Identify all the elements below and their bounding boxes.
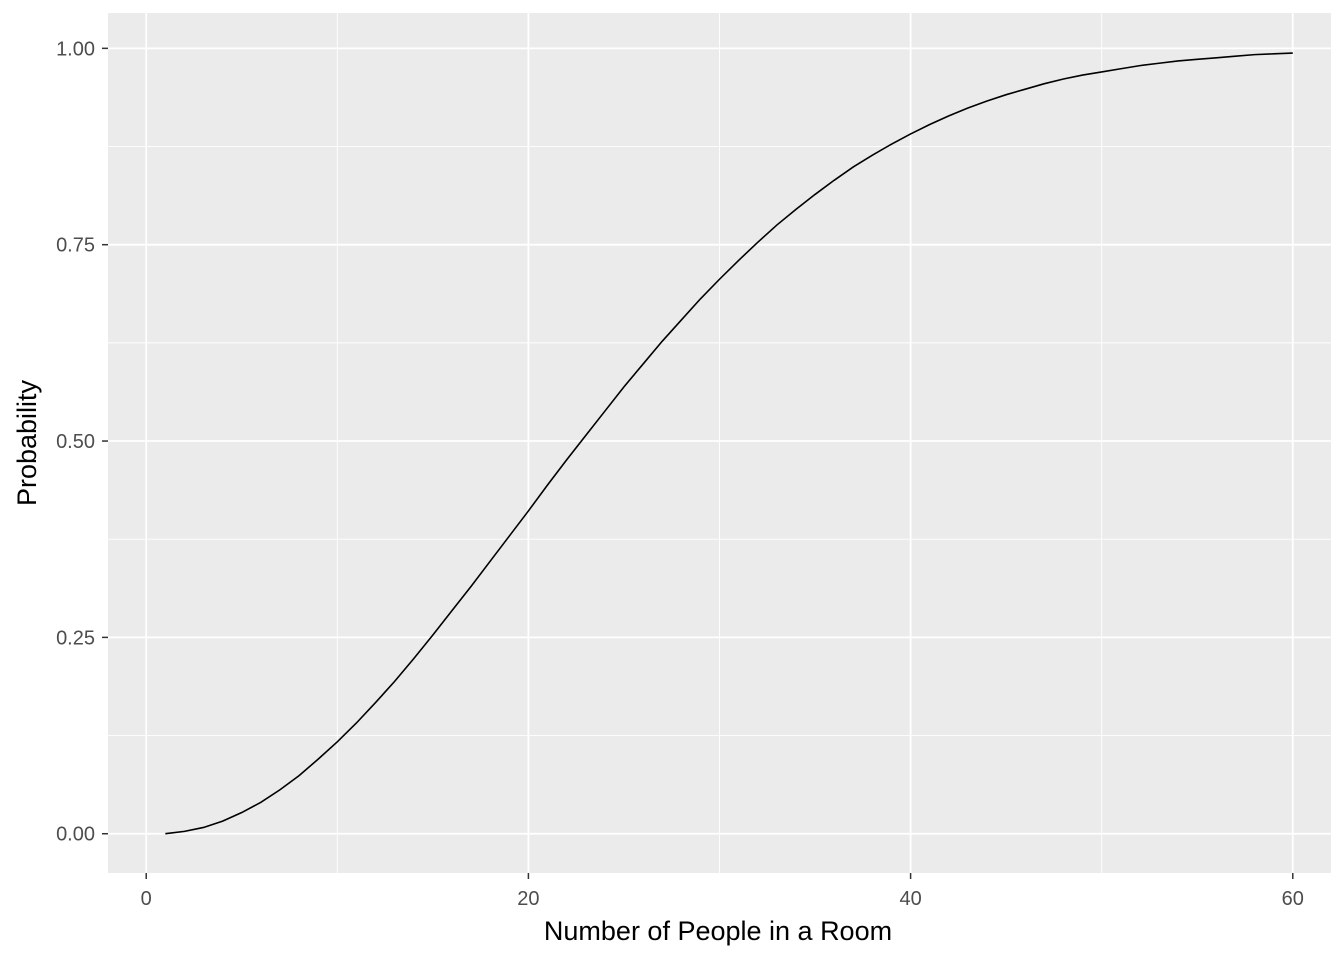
y-tick-label: 1.00: [56, 38, 95, 60]
x-tick-label: 20: [517, 888, 539, 910]
y-tick-label: 0.25: [56, 627, 95, 649]
major-grid: [108, 13, 1331, 873]
y-axis-title: Probability: [12, 379, 42, 506]
y-axis-ticks: [102, 47, 108, 835]
x-tick-label: 40: [899, 888, 921, 910]
x-axis-ticks: [145, 873, 1294, 879]
y-tick-label: 0.00: [56, 824, 95, 846]
y-axis-tick-labels: 0.00 0.25 0.50 0.75 1.00: [56, 38, 95, 845]
x-tick-label: 0: [141, 888, 152, 910]
probability-line: [165, 52, 1293, 835]
x-tick-label: 60: [1282, 888, 1304, 910]
x-axis-title: Number of People in a Room: [544, 916, 892, 946]
minor-grid: [108, 13, 1331, 873]
y-tick-label: 0.75: [56, 235, 95, 257]
x-axis-tick-labels: 0 20 40 60: [141, 888, 1304, 910]
y-tick-label: 0.50: [56, 431, 95, 453]
